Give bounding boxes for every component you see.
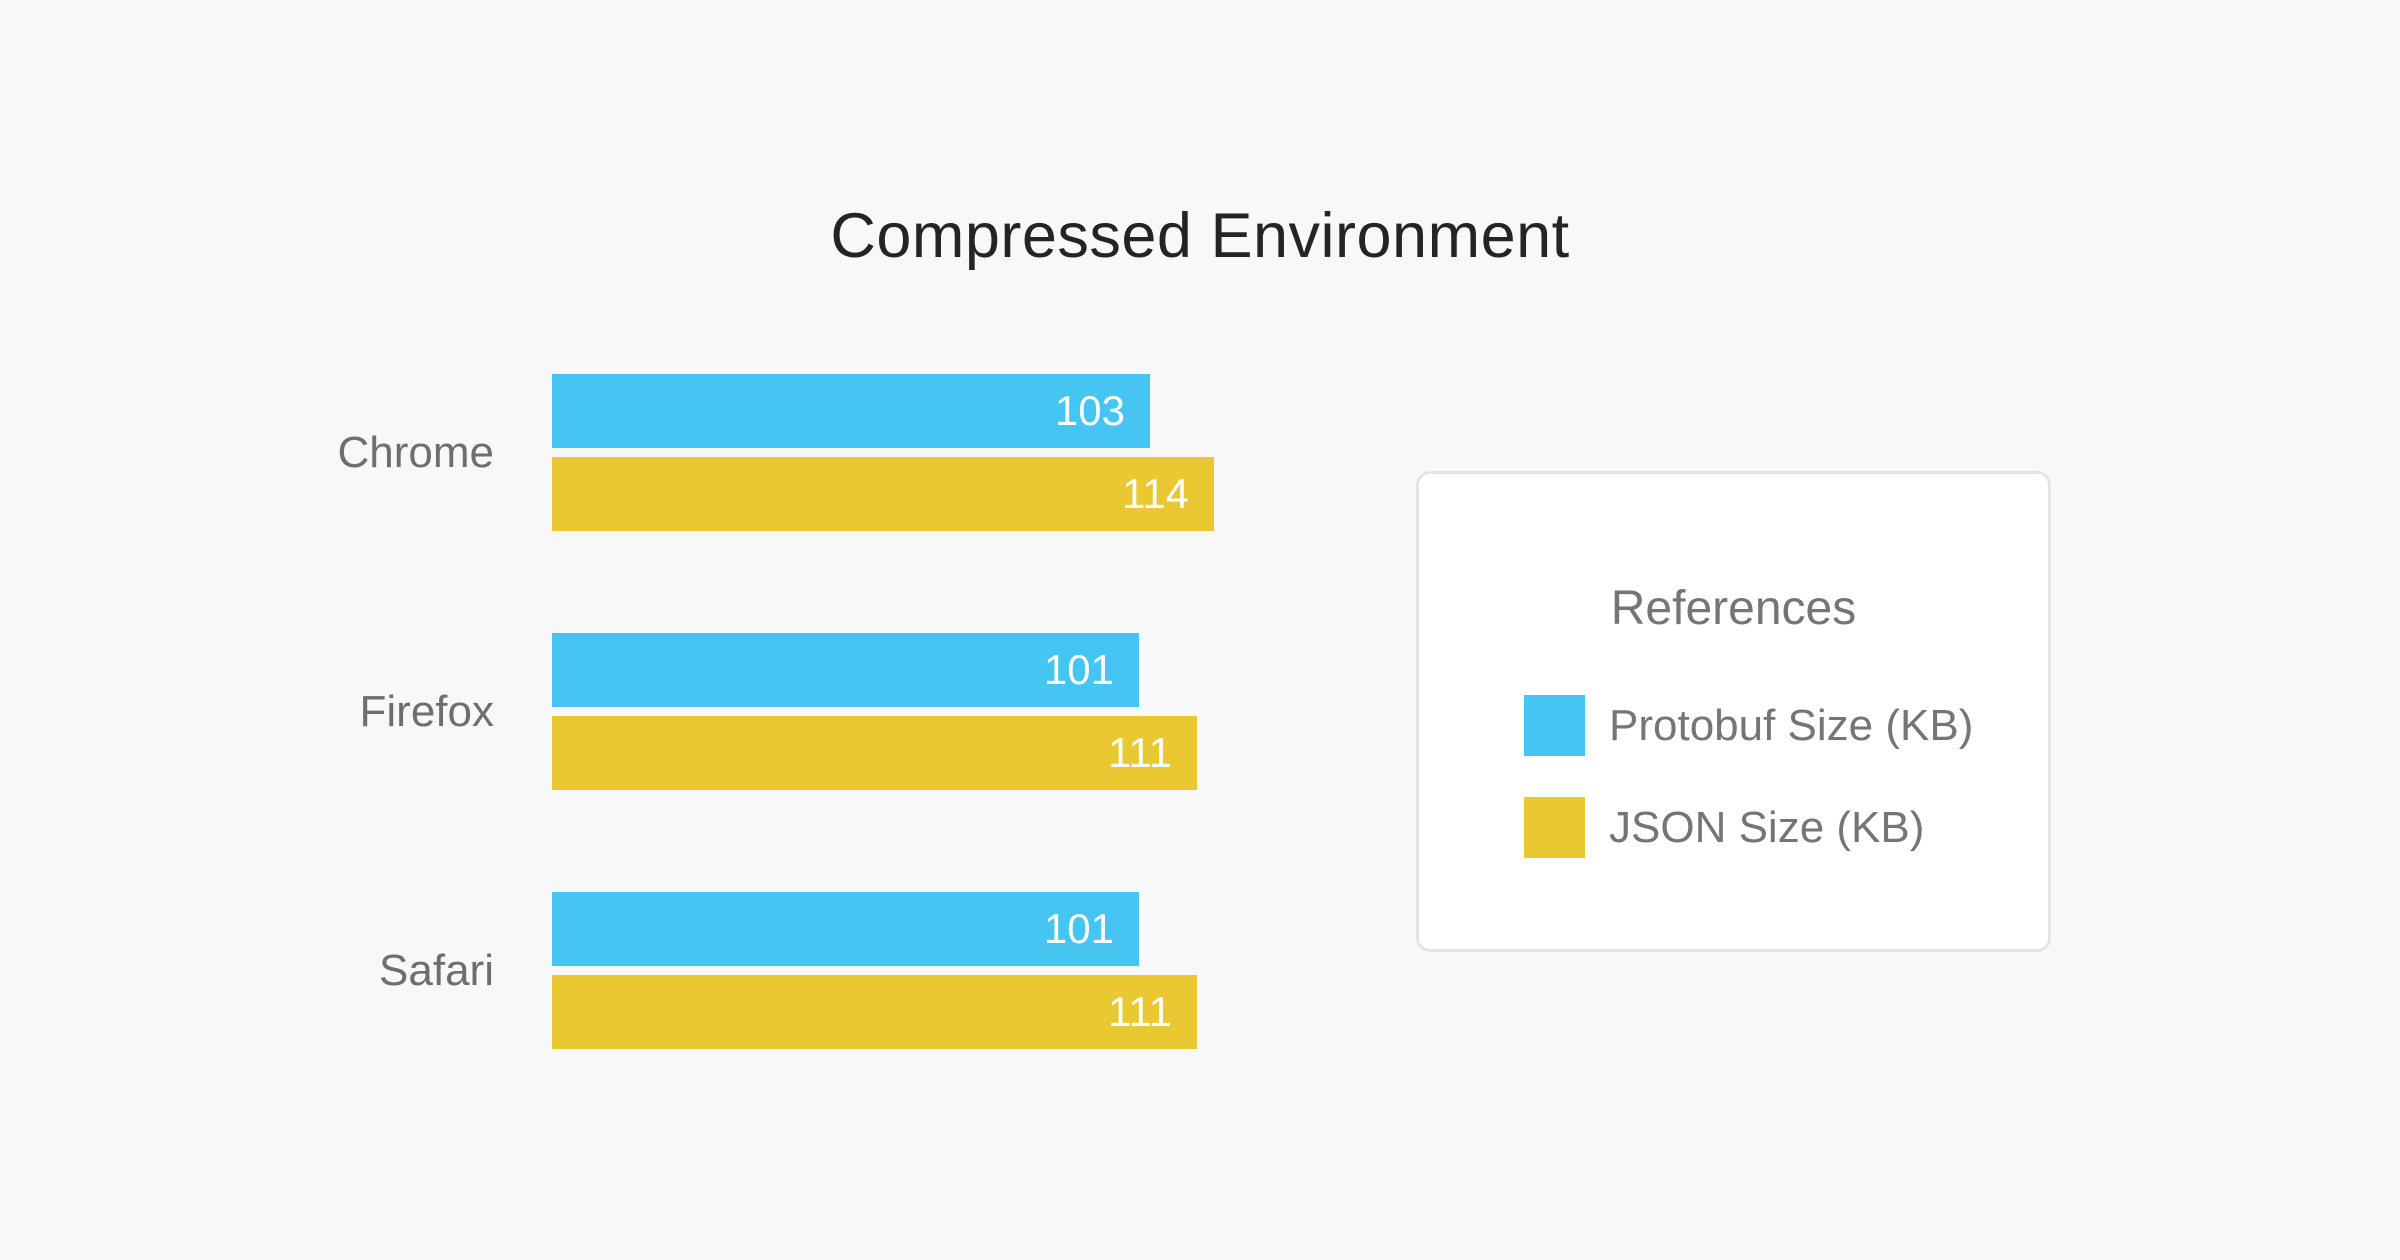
bar-value-label: 114: [1122, 470, 1189, 517]
legend-item-label: JSON Size (KB): [1609, 802, 1925, 852]
bar-pair: 103 114: [552, 374, 1214, 531]
json-bar: 111: [552, 716, 1197, 790]
bar-value-label: 101: [1043, 646, 1114, 693]
category-label: Firefox: [359, 686, 494, 736]
legend-title: References: [1610, 582, 1857, 635]
bar-group: Safari 101 111: [0, 892, 2400, 1049]
legend-swatch: [1524, 695, 1585, 756]
legend-item: JSON Size (KB): [1524, 797, 2048, 858]
protobuf-bar: 103: [552, 374, 1150, 448]
legend-item: Protobuf Size (KB): [1524, 695, 2048, 756]
legend-swatch: [1524, 797, 1585, 858]
bar-value-label: 111: [1108, 729, 1172, 776]
chart-title: Compressed Environment: [830, 201, 1570, 271]
bar-pair: 101 111: [552, 892, 1197, 1049]
legend-box: References Protobuf Size (KB) JSON Size …: [1416, 471, 2051, 952]
protobuf-bar: 101: [552, 892, 1139, 966]
bar-value-label: 101: [1043, 905, 1114, 952]
json-bar: 114: [552, 457, 1214, 531]
bar-group: Chrome 103 114: [0, 374, 2400, 531]
json-bar: 111: [552, 975, 1197, 1049]
bar-value-label: 111: [1108, 988, 1172, 1035]
category-label: Chrome: [337, 427, 495, 477]
legend-item-label: Protobuf Size (KB): [1609, 700, 1974, 750]
bar-group: Firefox 101 111: [0, 633, 2400, 790]
protobuf-bar: 101: [552, 633, 1139, 707]
bar-pair: 101 111: [552, 633, 1197, 790]
bar-value-label: 103: [1054, 387, 1125, 434]
legend-items: Protobuf Size (KB) JSON Size (KB): [1419, 695, 2048, 858]
category-label: Safari: [379, 945, 494, 995]
